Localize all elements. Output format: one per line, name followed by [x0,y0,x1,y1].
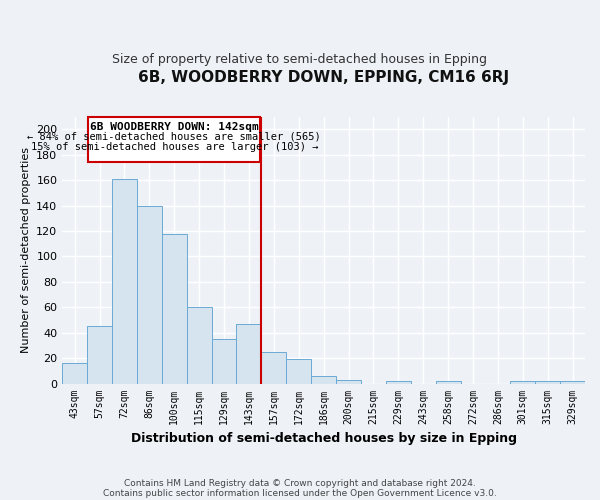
Text: 6B WOODBERRY DOWN: 142sqm: 6B WOODBERRY DOWN: 142sqm [90,122,259,132]
Y-axis label: Number of semi-detached properties: Number of semi-detached properties [20,147,31,353]
Text: 15% of semi-detached houses are larger (103) →: 15% of semi-detached houses are larger (… [31,142,318,152]
Bar [436,381,461,384]
Bar [262,352,286,384]
Bar [560,381,585,384]
Bar [187,308,212,384]
Bar [286,360,311,384]
Text: Contains HM Land Registry data © Crown copyright and database right 2024.: Contains HM Land Registry data © Crown c… [124,478,476,488]
Text: Contains public sector information licensed under the Open Government Licence v3: Contains public sector information licen… [103,488,497,498]
Bar [162,234,187,384]
Bar [336,380,361,384]
Bar [535,381,560,384]
Bar [137,206,162,384]
Bar [112,179,137,384]
Bar [511,381,535,384]
Bar [311,376,336,384]
Text: ← 84% of semi-detached houses are smaller (565): ← 84% of semi-detached houses are smalle… [28,132,321,142]
Title: 6B, WOODBERRY DOWN, EPPING, CM16 6RJ: 6B, WOODBERRY DOWN, EPPING, CM16 6RJ [138,70,509,85]
Bar [87,326,112,384]
Text: Size of property relative to semi-detached houses in Epping: Size of property relative to semi-detach… [113,52,487,66]
X-axis label: Distribution of semi-detached houses by size in Epping: Distribution of semi-detached houses by … [131,432,517,445]
Bar [386,381,411,384]
Bar [236,324,262,384]
Bar [62,363,87,384]
FancyBboxPatch shape [88,116,260,162]
Bar [212,339,236,384]
